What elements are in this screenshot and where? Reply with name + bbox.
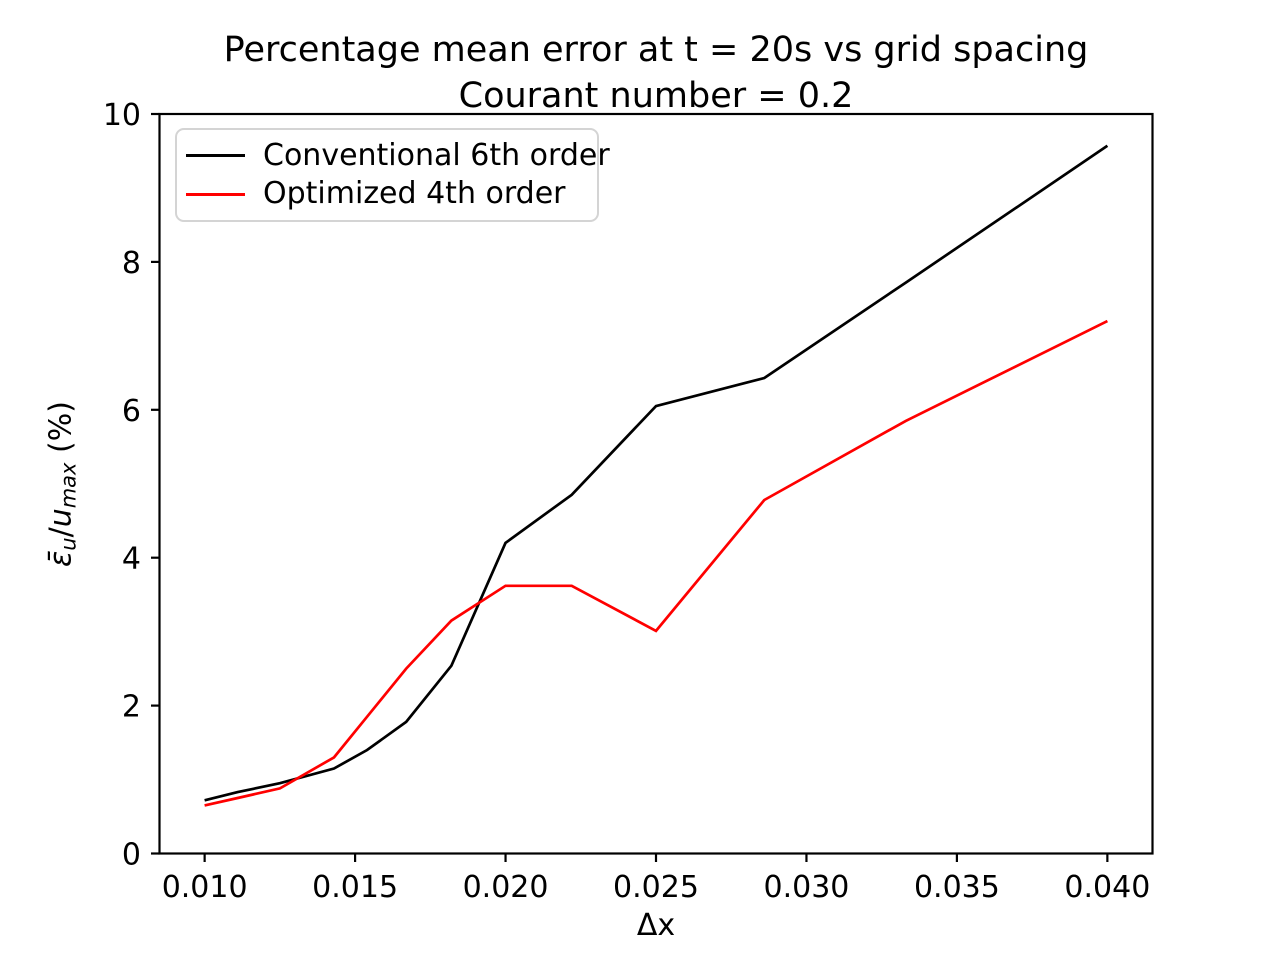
x-tick-label: 0.025: [613, 870, 699, 905]
legend-item-conventional-6th-order: Conventional 6th order: [186, 140, 610, 171]
legend-line-sample-black: [186, 154, 245, 158]
y-axis-label-part: u: [56, 537, 81, 551]
chart-title-line2: Courant number = 0.2: [458, 76, 854, 116]
x-tick-label: 0.010: [162, 870, 248, 905]
y-tick-label: 10: [103, 98, 141, 133]
x-tick-label: 0.030: [764, 870, 850, 905]
y-axis-label-part: (%): [43, 401, 79, 463]
y-axis-label: ε̄u/umax (%): [43, 401, 80, 567]
legend-line-sample-red: [186, 192, 245, 196]
x-tick-label: 0.020: [463, 870, 549, 905]
chart-title-line1: Percentage mean error at t = 20s vs grid…: [223, 30, 1089, 70]
y-axis-label-part: ε̄: [43, 550, 79, 567]
x-tick-label: 0.040: [1064, 870, 1150, 905]
y-tick-label: 6: [122, 394, 141, 429]
x-axis-label: Δx: [636, 908, 676, 943]
legend-label: Conventional 6th order: [263, 137, 610, 173]
legend: Conventional 6th order Optimized 4th ord…: [175, 128, 610, 222]
y-tick-label: 2: [122, 690, 141, 725]
y-tick-label: 0: [122, 838, 141, 873]
legend-label: Optimized 4th order: [263, 176, 566, 212]
y-tick-label: 8: [122, 246, 141, 281]
y-axis-label-part: max: [56, 462, 81, 509]
y-axis-label-part: /: [43, 527, 79, 538]
y-tick-label: 4: [122, 542, 141, 577]
axes-spines: [158, 112, 1154, 855]
x-tick-label: 0.015: [312, 870, 398, 905]
y-axis-label-part: u: [43, 508, 79, 528]
legend-item-optimized-4th-order: Optimized 4th order: [186, 179, 597, 209]
series-line-optimized-4th-order: [204, 319, 1108, 807]
chart-title: Percentage mean error at t = 20s vs grid…: [159, 27, 1153, 119]
series-line-conventional-6th-order: [204, 144, 1109, 802]
x-tick-label: 0.035: [914, 870, 1000, 905]
